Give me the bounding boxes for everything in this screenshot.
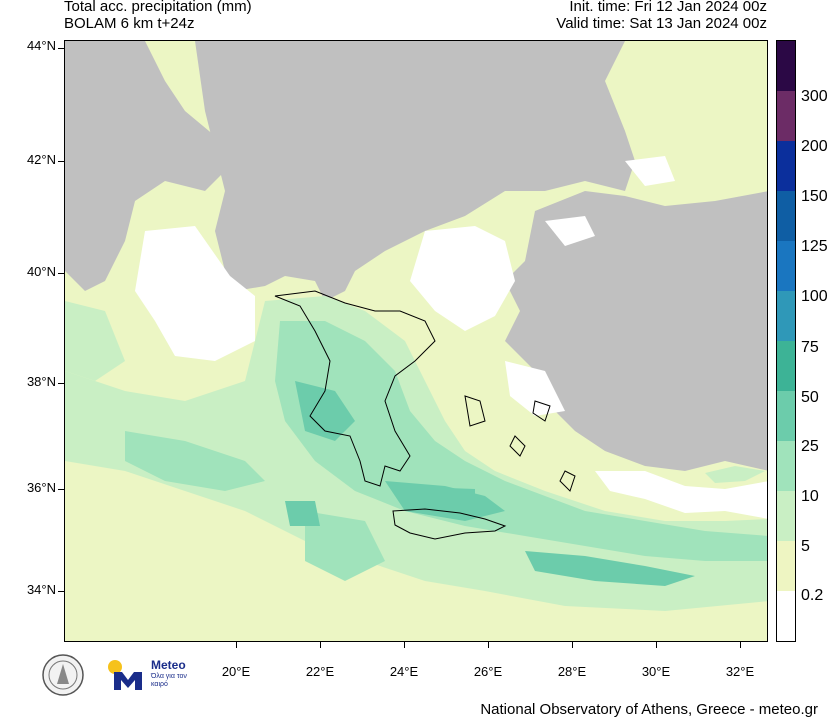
lon-tick-30: 30°E <box>641 664 671 679</box>
colorbar-label-25: 25 <box>801 438 819 455</box>
valid-time: Valid time: Sat 13 Jan 2024 00z <box>556 15 767 32</box>
colorbar-label-100: 100 <box>801 288 828 305</box>
lon-tick-mark <box>404 642 405 648</box>
lat-tick-44: 44°N <box>26 38 56 53</box>
lon-tick-24: 24°E <box>389 664 419 679</box>
precipitation-map <box>64 40 768 642</box>
colorbar-label-5: 5 <box>801 538 810 555</box>
colorbar-label-10: 10 <box>801 488 819 505</box>
lon-tick-mark <box>656 642 657 648</box>
lat-tick-34: 34°N <box>26 582 56 597</box>
noa-seal-logo <box>42 654 84 696</box>
colorbar-segment <box>777 391 795 441</box>
lon-tick-mark <box>236 642 237 648</box>
lat-tick-mark <box>58 591 64 592</box>
map-canvas <box>65 41 767 641</box>
lon-tick-28: 28°E <box>557 664 587 679</box>
colorbar-label-75: 75 <box>801 339 819 356</box>
meteo-logo-tagline: Όλα για τον καιρό <box>151 673 187 688</box>
colorbar-segment <box>777 191 795 241</box>
credit-footer: National Observatory of Athens, Greece -… <box>480 701 818 718</box>
lon-tick-32: 32°E <box>725 664 755 679</box>
colorbar-label-50: 50 <box>801 389 819 406</box>
precipitation-colorbar <box>776 40 796 642</box>
colorbar-label-300: 300 <box>801 88 828 105</box>
lat-tick-mark <box>58 48 64 49</box>
colorbar-label-125: 125 <box>801 238 828 255</box>
lon-tick-mark <box>488 642 489 648</box>
colorbar-segment <box>777 241 795 291</box>
precip-25-50 <box>285 381 695 586</box>
greece-coastline <box>274 290 576 540</box>
lon-tick-26: 26°E <box>473 664 503 679</box>
italy-land <box>65 41 225 291</box>
init-time: Init. time: Fri 12 Jan 2024 00z <box>569 0 767 15</box>
lat-tick-42: 42°N <box>26 152 56 167</box>
colorbar-segment <box>777 541 795 591</box>
meteo-logo-name: Meteo <box>151 658 186 672</box>
lat-tick-36: 36°N <box>26 480 56 495</box>
cyprus-land <box>705 466 765 483</box>
colorbar-segment <box>777 91 795 141</box>
lon-tick-22: 22°E <box>305 664 335 679</box>
map-title: Total acc. precipitation (mm) <box>64 0 252 15</box>
crete-outline <box>392 508 507 540</box>
lon-tick-20: 20°E <box>221 664 251 679</box>
no-precip-areas <box>135 156 767 519</box>
lon-tick-mark <box>320 642 321 648</box>
colorbar-label-0.2: 0.2 <box>801 587 824 604</box>
colorbar-segment <box>777 491 795 541</box>
colorbar-segment <box>777 341 795 391</box>
colorbar-segment <box>777 141 795 191</box>
colorbar-segment <box>777 441 795 491</box>
lat-tick-mark <box>58 383 64 384</box>
turkey-land <box>505 191 767 471</box>
precip-10-25 <box>125 321 767 581</box>
lat-tick-38: 38°N <box>26 374 56 389</box>
balkans-land <box>195 41 635 301</box>
model-subtitle: BOLAM 6 km t+24z <box>64 15 195 32</box>
land-areas <box>65 41 767 483</box>
lat-tick-mark <box>58 489 64 490</box>
lat-tick-mark <box>58 273 64 274</box>
lat-tick-40: 40°N <box>26 264 56 279</box>
meteo-logo <box>108 660 142 690</box>
colorbar-label-150: 150 <box>801 188 828 205</box>
colorbar-label-200: 200 <box>801 138 828 155</box>
colorbar-segment <box>777 291 795 341</box>
lon-tick-mark <box>572 642 573 648</box>
lon-tick-mark <box>740 642 741 648</box>
colorbar-segment <box>777 591 795 641</box>
colorbar-segment <box>777 41 795 91</box>
lat-tick-mark <box>58 161 64 162</box>
